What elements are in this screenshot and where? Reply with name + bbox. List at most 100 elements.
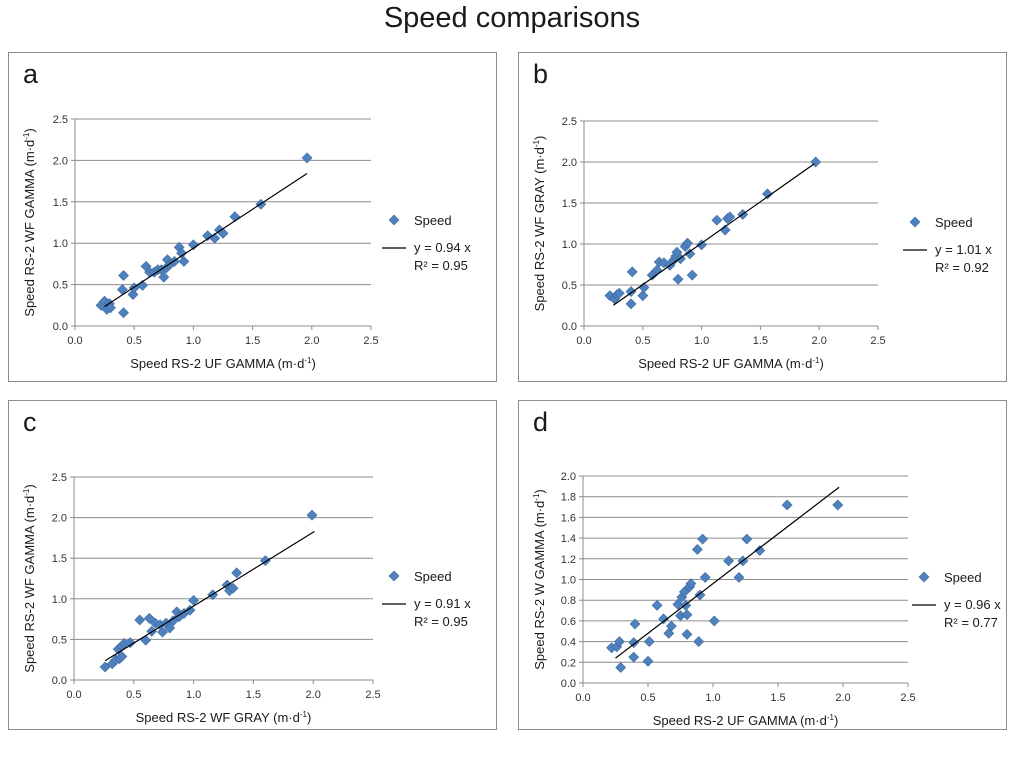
chart-panel-a: a 0.0 0.5 1.0 1.5 2.0 2.5 0.0 0.5 1.0 1.5 2.0 2.5 Spe… xyxy=(8,52,497,382)
legend: Speed y = 0.96 x R² = 0.77 xyxy=(912,570,1001,630)
x-axis-title-exponent: -1 xyxy=(300,710,308,719)
data-point xyxy=(158,271,170,283)
x-tick-label: 0.0 xyxy=(67,335,82,347)
trendline xyxy=(613,163,815,306)
scatter-plot-b: b 0.0 0.5 1.0 1.5 2.0 2.5 0.0 0.5 1.0 1.5 2.0 2.5 Spe… xyxy=(532,59,992,371)
x-tick-label: 2.0 xyxy=(835,692,850,704)
y-tick-label: 0.0 xyxy=(52,675,67,687)
y-tick-label: 2.0 xyxy=(562,157,577,169)
data-point xyxy=(681,609,693,621)
x-tick-label: 2.0 xyxy=(306,689,321,701)
legend-marker xyxy=(909,216,921,228)
y-axis-title: Speed RS-2 WF GAMMA (m·d-1) xyxy=(22,128,37,316)
y-axis-title-text: Speed RS-2 WF GAMMA (m·d xyxy=(22,140,37,317)
data-point xyxy=(118,307,129,319)
legend-r-squared: R² = 0.95 xyxy=(414,614,468,629)
y-tick-label: 2.5 xyxy=(562,116,577,128)
x-axis-title-text: Speed RS-2 WF GRAY (m·d xyxy=(136,710,300,725)
x-tick-label: 2.5 xyxy=(870,335,885,347)
x-axis-title-close: ) xyxy=(819,356,823,371)
y-tick-label: 0.8 xyxy=(561,595,576,607)
data-point xyxy=(306,509,318,521)
y-tick-label: 1.5 xyxy=(53,197,68,209)
scatter-plot-d: d 0.0 0.2 0.4 0.6 0.8 1.0 1.2 1.4 1.6 1.8 2.0 0.0 0.5… xyxy=(532,407,1001,728)
data-point xyxy=(684,248,696,260)
data-point xyxy=(724,211,736,223)
y-axis-title: Speed RS-2 WF GRAY (m·d-1) xyxy=(532,136,547,312)
y-tick-label: 2.0 xyxy=(561,471,576,483)
data-point xyxy=(140,634,152,646)
x-axis-title-exponent: -1 xyxy=(304,356,312,365)
y-tick-label: 0.2 xyxy=(561,657,576,669)
y-axis-title: Speed RS-2 WF GAMMA (m·d-1) xyxy=(22,484,37,672)
y-axis-title-close: ) xyxy=(532,489,547,493)
data-point xyxy=(693,636,705,648)
x-tick-label: 0.0 xyxy=(66,689,81,701)
data-point xyxy=(164,622,176,634)
figure-title: Speed comparisons xyxy=(383,2,641,34)
data-point xyxy=(723,555,735,567)
x-tick-label: 2.0 xyxy=(812,335,827,347)
data-point xyxy=(143,612,155,624)
x-axis-title: Speed RS-2 WF GRAY (m·d-1) xyxy=(136,710,312,725)
legend-r-squared: R² = 0.77 xyxy=(944,615,998,630)
legend-equation: y = 1.01 x xyxy=(935,242,992,257)
data-point xyxy=(697,533,709,545)
legend-marker xyxy=(388,214,400,226)
data-point xyxy=(694,589,706,601)
x-tick-label: 1.0 xyxy=(186,335,201,347)
x-axis-title-close: ) xyxy=(307,710,311,725)
trendline xyxy=(104,530,315,662)
data-point xyxy=(708,615,720,627)
x-axis-title-text: Speed RS-2 UF GAMMA (m·d xyxy=(130,356,304,371)
data-point xyxy=(672,598,684,610)
x-axis-title-close: ) xyxy=(834,713,838,728)
x-axis-title-close: ) xyxy=(311,356,315,371)
y-tick-label: 1.5 xyxy=(52,553,67,565)
data-point xyxy=(711,214,723,226)
data-point xyxy=(628,651,640,663)
y-tick-label: 1.2 xyxy=(561,554,576,566)
data-point xyxy=(681,628,693,640)
legend-marker xyxy=(918,571,930,583)
y-axis-title: Speed RS-2 W GAMMA (m·d-1) xyxy=(532,489,547,670)
y-axis-title-text: Speed RS-2 WF GAMMA (m·d xyxy=(22,496,37,673)
data-point xyxy=(301,152,313,164)
data-point xyxy=(227,582,239,594)
legend-equation: y = 0.94 x xyxy=(414,240,471,255)
data-point xyxy=(691,544,703,555)
legend: Speed y = 0.94 x R² = 0.95 xyxy=(382,213,471,273)
x-axis-title: Speed RS-2 UF GAMMA (m·d-1) xyxy=(653,713,839,728)
y-tick-label: 1.0 xyxy=(562,239,577,251)
y-tick-label: 1.6 xyxy=(561,512,576,524)
data-point xyxy=(686,269,698,281)
data-point xyxy=(651,599,663,611)
x-tick-label: 0.5 xyxy=(126,689,141,701)
data-point xyxy=(642,655,654,667)
y-tick-label: 1.4 xyxy=(561,533,576,545)
x-tick-label: 1.5 xyxy=(246,689,261,701)
data-point xyxy=(615,662,627,673)
y-axis-title-exponent: -1 xyxy=(532,493,541,501)
data-point xyxy=(733,572,745,583)
x-axis-title-text: Speed RS-2 UF GAMMA (m·d xyxy=(638,356,812,371)
data-point xyxy=(699,572,711,583)
x-tick-label: 1.0 xyxy=(694,335,709,347)
data-point xyxy=(741,533,753,545)
x-tick-label: 1.0 xyxy=(186,689,201,701)
trendline xyxy=(104,172,308,308)
data-point xyxy=(754,545,766,556)
chart-panel-b: b 0.0 0.5 1.0 1.5 2.0 2.5 0.0 0.5 1.0 1.5 2.0 2.5 Spe… xyxy=(518,52,1007,382)
legend: Speed y = 1.01 x R² = 0.92 xyxy=(903,215,992,275)
data-point xyxy=(682,237,693,249)
legend-equation: y = 0.96 x xyxy=(944,597,1001,612)
x-tick-label: 0.5 xyxy=(635,335,650,347)
y-tick-label: 1.0 xyxy=(53,238,68,250)
data-point xyxy=(178,255,190,267)
legend: Speed y = 0.91 x R² = 0.95 xyxy=(382,569,471,629)
x-axis-title: Speed RS-2 UF GAMMA (m·d-1) xyxy=(130,356,316,371)
y-tick-label: 0.0 xyxy=(561,678,576,690)
panel-letter: c xyxy=(23,407,37,437)
x-tick-label: 0.5 xyxy=(127,335,142,347)
y-tick-label: 0.5 xyxy=(53,280,68,292)
